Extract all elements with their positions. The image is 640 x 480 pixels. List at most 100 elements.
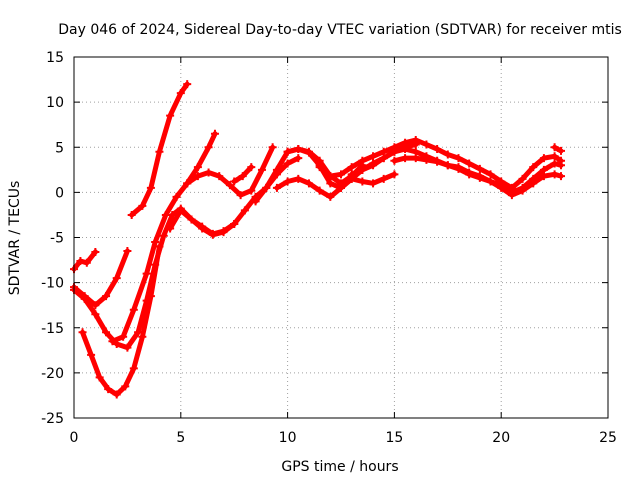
- data-point: [138, 201, 147, 210]
- y-tick-label: 10: [46, 95, 64, 111]
- data-point: [208, 230, 217, 239]
- data-point: [138, 332, 147, 341]
- data-point: [497, 181, 506, 190]
- data-point: [529, 163, 538, 172]
- data-point: [465, 170, 474, 179]
- data-point: [337, 183, 345, 192]
- data-point: [121, 382, 130, 391]
- x-tick-label: 5: [176, 430, 185, 446]
- data-point: [91, 301, 100, 310]
- series-arc-3: [78, 242, 164, 399]
- data-point: [294, 174, 303, 183]
- series-line: [317, 137, 564, 191]
- data-point: [358, 165, 367, 174]
- data-point: [401, 145, 410, 154]
- data-point: [347, 163, 356, 172]
- data-point: [238, 172, 247, 181]
- data-point: [119, 332, 128, 341]
- data-point: [550, 143, 559, 152]
- data-point: [82, 258, 91, 267]
- data-point: [230, 177, 239, 186]
- data-point: [379, 154, 388, 163]
- series-arc-16: [550, 143, 566, 155]
- data-point: [465, 159, 474, 168]
- data-point: [557, 172, 566, 181]
- y-tick-label: 5: [55, 140, 64, 156]
- data-point: [433, 145, 442, 154]
- data-point: [187, 215, 196, 224]
- data-point: [283, 159, 292, 168]
- data-point: [134, 328, 143, 337]
- data-point: [193, 163, 202, 172]
- data-point: [129, 364, 138, 373]
- series-line: [71, 248, 130, 308]
- data-point: [146, 292, 155, 301]
- data-point: [112, 390, 121, 399]
- data-point: [518, 183, 527, 192]
- y-tick-label: 15: [46, 50, 64, 66]
- data-point: [369, 159, 378, 168]
- series-arc-15: [390, 154, 566, 197]
- data-point: [326, 172, 335, 181]
- data-point: [80, 292, 89, 301]
- chart-title: Day 046 of 2024, Sidereal Day-to-day VTE…: [58, 22, 622, 38]
- data-point: [204, 143, 213, 152]
- data-point: [247, 163, 256, 172]
- data-point: [198, 224, 207, 233]
- data-point: [91, 247, 100, 256]
- data-point: [475, 173, 484, 182]
- series-arc-6: [108, 129, 219, 346]
- data-point: [272, 183, 281, 192]
- data-point: [557, 146, 566, 155]
- data-point: [262, 183, 271, 192]
- data-point: [401, 154, 410, 163]
- data-point: [225, 181, 234, 190]
- series-arc-9: [230, 163, 256, 186]
- data-point: [390, 170, 399, 179]
- data-point: [358, 156, 367, 165]
- data-series: [70, 80, 566, 399]
- data-point: [91, 310, 100, 319]
- data-point: [166, 111, 175, 120]
- data-point: [315, 186, 324, 195]
- data-point: [268, 143, 277, 152]
- data-point: [247, 186, 256, 195]
- x-tick-label: 0: [70, 430, 79, 446]
- x-tick-label: 15: [385, 430, 403, 446]
- y-tick-label: -5: [50, 231, 64, 247]
- x-axis-label: GPS time / hours: [281, 459, 398, 475]
- data-point: [304, 179, 313, 188]
- axis-ticks: 0 5 10 15 20 25 -25 -20 -15 -10 -5 0 5 10 15: [41, 50, 617, 446]
- data-point: [102, 328, 111, 337]
- x-tick-label: 20: [492, 430, 510, 446]
- x-tick-label: 10: [279, 430, 297, 446]
- series-line: [80, 244, 162, 397]
- data-point: [240, 206, 249, 215]
- series-arc-7: [183, 143, 277, 200]
- data-point: [193, 172, 202, 181]
- data-point: [294, 145, 303, 154]
- data-point: [76, 256, 85, 265]
- data-point: [411, 154, 420, 163]
- data-point: [529, 174, 538, 183]
- y-axis-label: SDTVAR / TECUs: [7, 181, 23, 296]
- data-point: [422, 155, 431, 164]
- series-arc-13: [315, 136, 566, 192]
- data-point: [166, 224, 175, 233]
- data-point: [411, 136, 420, 145]
- data-point: [379, 174, 388, 183]
- data-point: [161, 210, 170, 219]
- data-point: [443, 150, 452, 159]
- series-arc-5: [127, 80, 192, 219]
- data-point: [176, 89, 185, 98]
- data-point: [369, 152, 378, 161]
- data-point: [390, 147, 399, 156]
- data-point: [347, 170, 356, 179]
- data-point: [443, 161, 452, 170]
- data-point: [112, 274, 121, 283]
- data-point: [326, 179, 335, 188]
- data-point: [219, 228, 228, 237]
- data-point: [390, 156, 399, 165]
